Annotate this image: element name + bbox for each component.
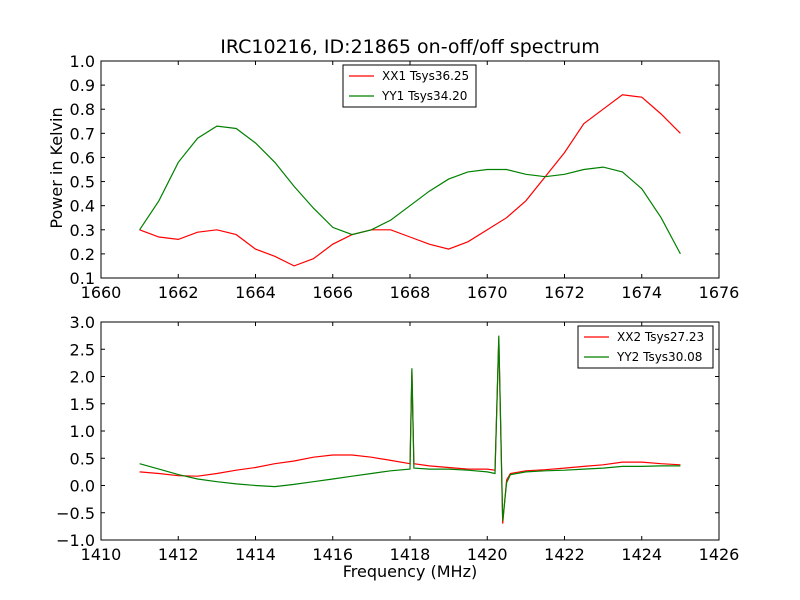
series-line-1 — [139, 94, 681, 267]
x-tick-label: 1418 — [390, 545, 431, 564]
x-tick-label: 1424 — [621, 545, 662, 564]
series-line-2 — [139, 335, 681, 521]
legend-box — [342, 64, 477, 108]
x-tick-label: 1422 — [544, 545, 585, 564]
top-plot-area: 1660 1662 1664 1666 1668 1670 1672 1674 1676 0.1 0… — [70, 52, 740, 302]
x-tick-label: 1662 — [158, 283, 199, 302]
y-tick-label: −0.5 — [56, 504, 95, 523]
legend-label: YY2 Tsys30.08 — [616, 350, 702, 364]
y-tick-label: 0.7 — [70, 124, 95, 143]
y-tick-label: 2.0 — [70, 368, 95, 387]
legend-label: XX1 Tsys36.25 — [382, 69, 469, 83]
bottom-plot-area: 1410 1412 1414 1416 1418 1420 1422 1424 1426 −1.0… — [56, 313, 739, 564]
y-tick-label: 0.5 — [70, 173, 95, 192]
legend-label: YY1 Tsys34.20 — [381, 89, 467, 103]
x-tick-label: 1666 — [312, 283, 353, 302]
y-tick-label: 0.9 — [70, 76, 95, 95]
y-tick-label: 1.0 — [70, 52, 95, 71]
bottom-panel: Frequency (MHz) 1410 1412 1414 1416 1418 1420… — [56, 313, 739, 581]
y-tick-label: 0.4 — [70, 197, 95, 216]
x-tick-label: 1410 — [81, 545, 122, 564]
y-tick-label: 1.0 — [70, 422, 95, 441]
x-tick-label: 1416 — [312, 545, 353, 564]
y-tick-label: 0.2 — [70, 245, 95, 264]
x-tick-label: 1426 — [699, 545, 740, 564]
x-tick-label: 1674 — [621, 283, 662, 302]
bottom-x-axis-label: Frequency (MHz) — [343, 562, 477, 581]
x-tick-label: 1672 — [544, 283, 585, 302]
legend-box — [577, 325, 714, 369]
y-tick-label: 3.0 — [70, 313, 95, 332]
y-tick-label: 0.5 — [70, 449, 95, 468]
y-tick-label: 0.3 — [70, 221, 95, 240]
top-legend: XX1 Tsys36.25 YY1 Tsys34.20 — [342, 64, 477, 108]
x-tick-label: 1414 — [235, 545, 276, 564]
x-tick-label: 1412 — [158, 545, 199, 564]
y-tick-label: 0.1 — [70, 269, 95, 288]
y-tick-label: 0.8 — [70, 100, 95, 119]
x-tick-label: 1676 — [699, 283, 740, 302]
y-tick-label: −1.0 — [56, 531, 95, 550]
top-chart-title: IRC10216, ID:21865 on-off/off spectrum — [220, 36, 599, 58]
top-y-axis-label: Power in Kelvin — [47, 107, 66, 228]
x-tick-label: 1668 — [390, 283, 431, 302]
top-panel: IRC10216, ID:21865 on-off/off spectrum P… — [47, 36, 739, 302]
series-line-1 — [139, 338, 681, 524]
y-tick-label: 2.5 — [70, 340, 95, 359]
y-tick-label: 0.6 — [70, 148, 95, 167]
x-tick-label: 1670 — [467, 283, 508, 302]
x-tick-label: 1664 — [235, 283, 276, 302]
x-tick-label: 1660 — [81, 283, 122, 302]
y-tick-label: 1.5 — [70, 395, 95, 414]
bottom-legend: XX2 Tsys27.23 YY2 Tsys30.08 — [577, 325, 714, 369]
x-tick-label: 1420 — [467, 545, 508, 564]
series-line-2 — [139, 125, 681, 255]
y-tick-label: 0.0 — [70, 477, 95, 496]
legend-label: XX2 Tsys27.23 — [617, 330, 704, 344]
